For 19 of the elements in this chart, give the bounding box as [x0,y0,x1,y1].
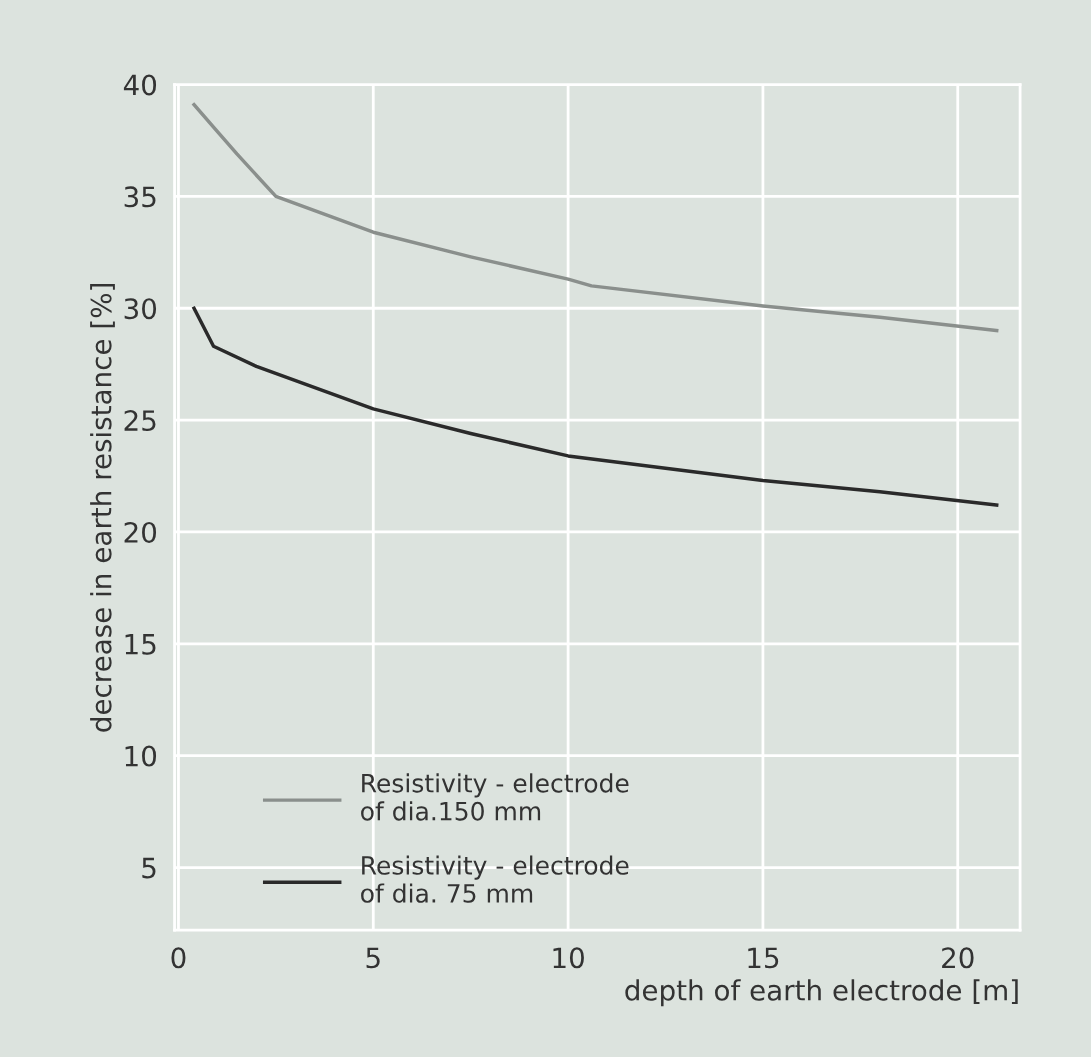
y-tick-label: 10 [125,745,157,767]
line-series [192,102,999,333]
y-tick-label: 20 [124,521,157,543]
y-tick-label: 40 [123,74,157,96]
legend-label: Resistivity - electrode of dia. 75 mm [361,855,629,903]
y-tick-label: 35 [124,186,156,208]
y-tick-label: 30 [124,298,157,320]
y-tick-label: 5 [142,857,156,879]
y-tick-label: 15 [125,634,156,655]
line-series [192,306,999,507]
x-tick-label: 20 [942,947,974,969]
x-tick-label: 5 [366,947,380,969]
x-tick-label: 15 [748,947,779,969]
x-axis-title: depth of earth electrode [m] [625,979,1018,1007]
legend-label: Resistivity - electrode of dia.150 mm [361,773,629,821]
y-tick-label: 25 [124,410,156,432]
x-tick-label: 0 [171,947,186,969]
y-axis-title: decrease in earth resistance [%] [90,283,115,732]
x-tick-label: 10 [553,947,584,969]
